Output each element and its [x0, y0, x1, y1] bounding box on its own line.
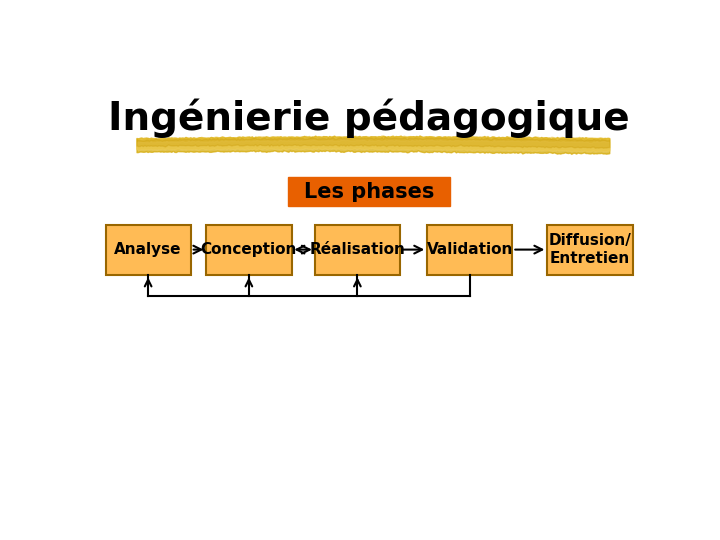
Text: Analyse: Analyse — [114, 242, 182, 257]
FancyBboxPatch shape — [287, 177, 451, 206]
Text: Conception: Conception — [201, 242, 297, 257]
Text: Diffusion/
Entretien: Diffusion/ Entretien — [549, 233, 631, 266]
FancyBboxPatch shape — [427, 225, 513, 275]
Text: Ingénierie pédagogique: Ingénierie pédagogique — [108, 99, 630, 138]
FancyBboxPatch shape — [106, 225, 191, 275]
Text: Réalisation: Réalisation — [310, 242, 405, 257]
FancyBboxPatch shape — [315, 225, 400, 275]
FancyBboxPatch shape — [206, 225, 292, 275]
Text: Validation: Validation — [426, 242, 513, 257]
Text: Les phases: Les phases — [304, 182, 434, 202]
FancyBboxPatch shape — [547, 225, 632, 275]
